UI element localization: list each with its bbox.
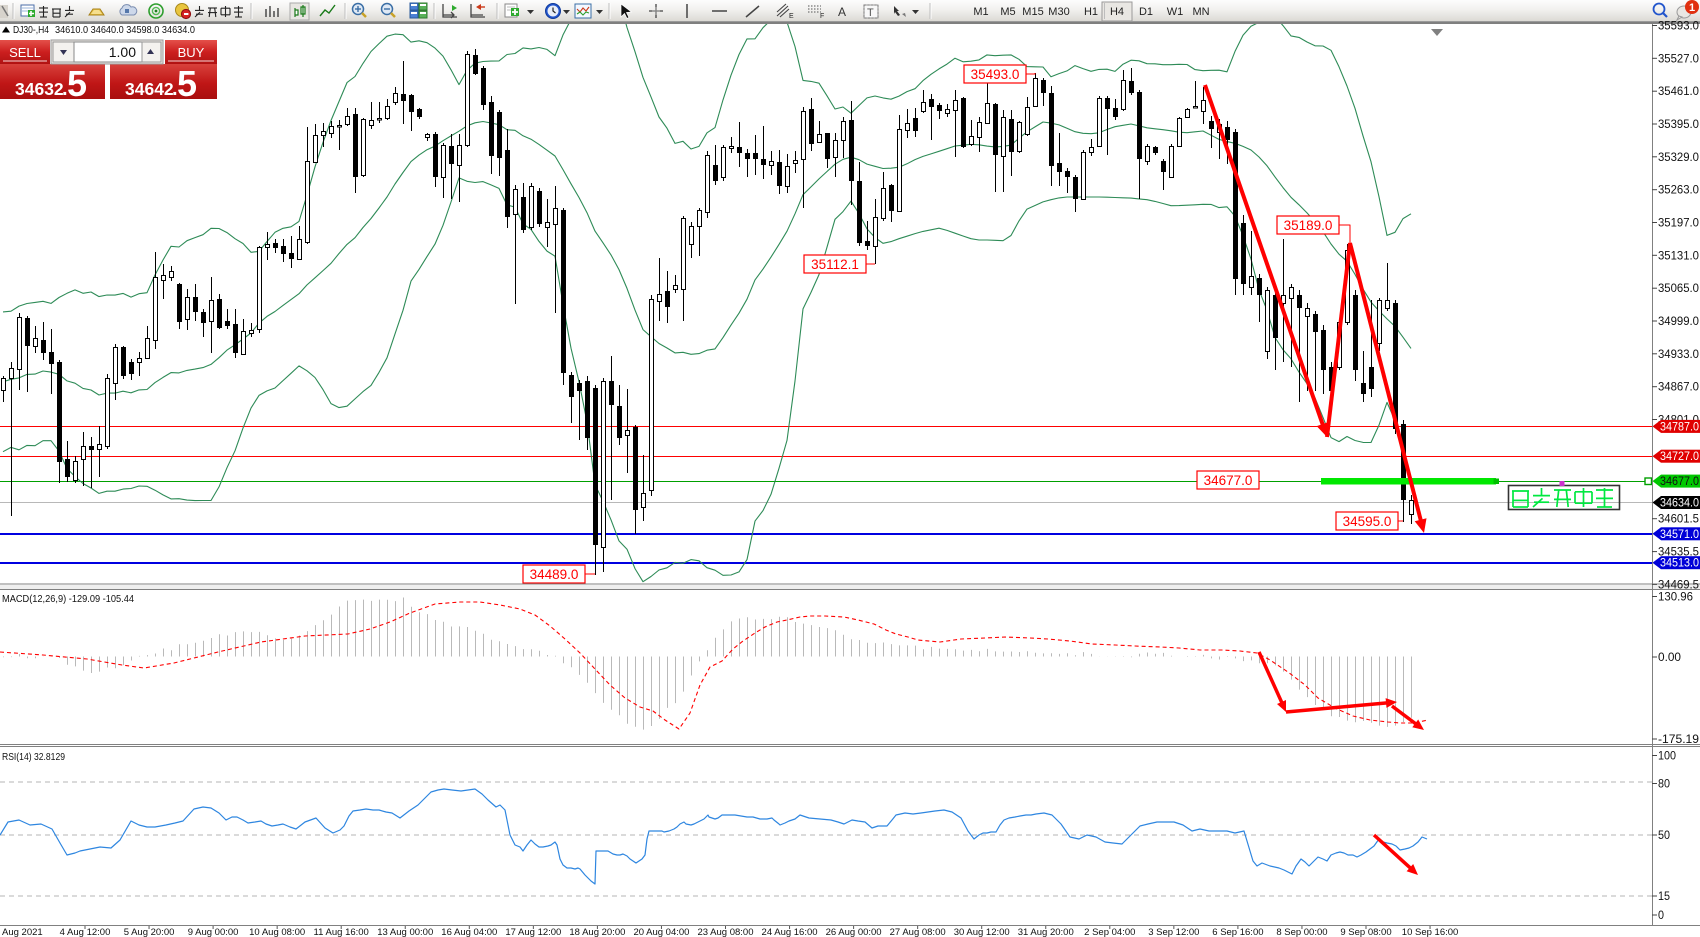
svg-text:Aug 2021: Aug 2021 (2, 927, 43, 937)
svg-text:100: 100 (1658, 751, 1676, 763)
svg-text:0.00: 0.00 (1658, 652, 1681, 664)
svg-text:35493.0: 35493.0 (971, 67, 1020, 82)
svg-text:0: 0 (1658, 910, 1664, 922)
svg-text:34601.5: 34601.5 (1658, 514, 1699, 526)
svg-text:17 Aug 12:00: 17 Aug 12:00 (505, 927, 561, 937)
svg-text:H1: H1 (1084, 6, 1098, 18)
svg-text:4 Aug 12:00: 4 Aug 12:00 (60, 927, 111, 937)
svg-text:20 Aug 04:00: 20 Aug 04:00 (633, 927, 689, 937)
svg-text:35112.1: 35112.1 (811, 257, 859, 272)
svg-text:M1: M1 (973, 6, 988, 18)
svg-text:35065.0: 35065.0 (1658, 283, 1699, 295)
svg-text:8 Sep 00:00: 8 Sep 00:00 (1276, 927, 1327, 937)
svg-text:E: E (789, 13, 794, 20)
svg-text:6 Sep 16:00: 6 Sep 16:00 (1212, 927, 1263, 937)
svg-text:34634.0: 34634.0 (1660, 498, 1699, 510)
svg-text:13 Aug 00:00: 13 Aug 00:00 (377, 927, 433, 937)
svg-text:-175.19: -175.19 (1658, 734, 1699, 746)
svg-text:.: . (62, 78, 68, 100)
svg-text:30 Aug 12:00: 30 Aug 12:00 (954, 927, 1010, 937)
svg-text:23 Aug 08:00: 23 Aug 08:00 (698, 927, 754, 937)
svg-text:27 Aug 08:00: 27 Aug 08:00 (890, 927, 946, 937)
svg-text:34632: 34632 (15, 79, 64, 99)
svg-text:M5: M5 (1000, 6, 1015, 18)
svg-text:26 Aug 00:00: 26 Aug 00:00 (826, 927, 882, 937)
svg-text:H4: H4 (1110, 6, 1124, 18)
svg-text:M15: M15 (1022, 6, 1043, 18)
svg-text:M30: M30 (1048, 6, 1069, 18)
svg-text:35131.0: 35131.0 (1658, 250, 1699, 262)
svg-text:35461.0: 35461.0 (1658, 86, 1699, 98)
svg-text:34489.0: 34489.0 (530, 567, 579, 582)
svg-text:35593.0: 35593.0 (1658, 21, 1699, 33)
svg-text:16 Aug 04:00: 16 Aug 04:00 (441, 927, 497, 937)
svg-text:31 Aug 20:00: 31 Aug 20:00 (1018, 927, 1074, 937)
svg-text:5: 5 (67, 63, 87, 104)
svg-text:W1: W1 (1167, 6, 1184, 18)
svg-text:34933.0: 34933.0 (1658, 349, 1699, 361)
svg-text:5 Aug 20:00: 5 Aug 20:00 (124, 927, 175, 937)
svg-text:130.96: 130.96 (1658, 592, 1693, 604)
svg-text:18 Aug 20:00: 18 Aug 20:00 (569, 927, 625, 937)
svg-text:35395.0: 35395.0 (1658, 119, 1699, 131)
svg-text:DJ30-,H4: DJ30-,H4 (13, 24, 49, 36)
svg-text:10 Aug 08:00: 10 Aug 08:00 (249, 927, 305, 937)
svg-text:35263.0: 35263.0 (1658, 185, 1699, 197)
svg-text:80: 80 (1658, 779, 1670, 791)
svg-text:9 Aug 00:00: 9 Aug 00:00 (188, 927, 239, 937)
svg-text:50: 50 (1658, 830, 1670, 842)
svg-text:35189.0: 35189.0 (1284, 218, 1333, 233)
svg-text:SELL: SELL (9, 45, 41, 60)
svg-text:A: A (838, 5, 846, 19)
svg-text:34727.0: 34727.0 (1660, 451, 1699, 463)
svg-text:.: . (172, 78, 178, 100)
svg-text:1.00: 1.00 (109, 44, 136, 60)
svg-text:34867.0: 34867.0 (1658, 382, 1699, 394)
svg-text:34535.5: 34535.5 (1658, 547, 1699, 559)
svg-text:RSI(14) 32.8129: RSI(14) 32.8129 (2, 751, 65, 763)
svg-text:34571.0: 34571.0 (1660, 529, 1699, 541)
svg-text:15: 15 (1658, 891, 1670, 903)
svg-text:34642: 34642 (125, 79, 174, 99)
svg-text:D1: D1 (1139, 6, 1153, 18)
svg-text:5: 5 (177, 63, 197, 104)
svg-text:35197.0: 35197.0 (1658, 218, 1699, 230)
svg-text:35527.0: 35527.0 (1658, 53, 1699, 65)
svg-text:35329.0: 35329.0 (1658, 152, 1699, 164)
svg-text:24 Aug 16:00: 24 Aug 16:00 (762, 927, 818, 937)
svg-text:34677.0: 34677.0 (1660, 476, 1699, 488)
svg-text:34513.0: 34513.0 (1660, 558, 1699, 570)
svg-text:34999.0: 34999.0 (1658, 316, 1699, 328)
svg-text:MN: MN (1192, 6, 1209, 18)
svg-text:11 Aug 16:00: 11 Aug 16:00 (314, 927, 369, 937)
svg-text:MACD(12,26,9) -129.09 -105.44: MACD(12,26,9) -129.09 -105.44 (2, 593, 134, 605)
svg-text:F: F (820, 13, 824, 20)
svg-text:34610.0 34640.0 34598.0 34634.: 34610.0 34640.0 34598.0 34634.0 (55, 24, 195, 36)
svg-text:BUY: BUY (178, 45, 205, 60)
svg-text:34469.5: 34469.5 (1658, 579, 1699, 591)
svg-text:9 Sep 08:00: 9 Sep 08:00 (1340, 927, 1391, 937)
svg-text:34677.0: 34677.0 (1204, 473, 1253, 488)
svg-text:2 Sep 04:00: 2 Sep 04:00 (1084, 927, 1135, 937)
svg-text:3 Sep 12:00: 3 Sep 12:00 (1148, 927, 1199, 937)
svg-text:34595.0: 34595.0 (1343, 514, 1392, 529)
svg-text:10 Sep 16:00: 10 Sep 16:00 (1402, 927, 1459, 937)
svg-text:1: 1 (1689, 2, 1695, 14)
svg-text:34787.0: 34787.0 (1660, 421, 1699, 433)
svg-text:T: T (867, 7, 874, 19)
